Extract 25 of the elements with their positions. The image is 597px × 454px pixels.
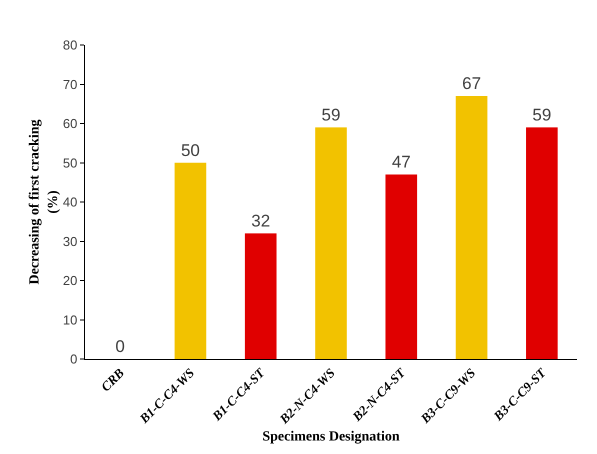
bar	[526, 127, 558, 359]
y-tick-label: 40	[62, 194, 78, 210]
x-axis-title: Specimens Designation	[262, 429, 400, 444]
bar	[244, 233, 277, 359]
y-axis-title: Decreasing of first cracking (%)	[28, 120, 61, 284]
y-tick-label: 10	[62, 312, 78, 328]
bar	[456, 96, 488, 359]
bar	[385, 174, 418, 359]
y-tick-label: 20	[62, 273, 78, 288]
x-tick-label: CRB	[98, 364, 128, 394]
y-tick-label: 60	[62, 116, 78, 132]
data-label: 0	[115, 337, 125, 356]
bar	[174, 162, 206, 359]
y-tick-label: 50	[62, 155, 78, 170]
data-label: 59	[322, 105, 340, 124]
data-label: 32	[251, 211, 270, 230]
data-label: 47	[392, 152, 411, 172]
bar	[315, 127, 347, 359]
data-label: 67	[462, 74, 482, 94]
y-tick-label: 30	[62, 234, 78, 249]
data-label: 59	[532, 105, 552, 124]
data-label: 50	[180, 140, 200, 160]
y-tick-label: 0	[70, 352, 78, 367]
y-tick-label: 70	[62, 76, 78, 92]
y-tick-label: 80	[62, 38, 78, 53]
